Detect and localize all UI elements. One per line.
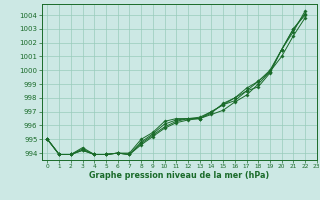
- X-axis label: Graphe pression niveau de la mer (hPa): Graphe pression niveau de la mer (hPa): [89, 171, 269, 180]
